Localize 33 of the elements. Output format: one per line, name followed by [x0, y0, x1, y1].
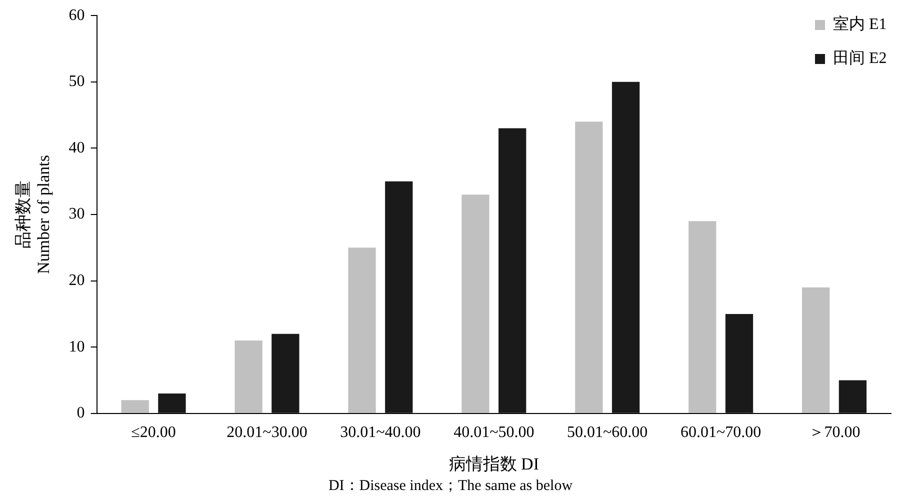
bar [348, 248, 376, 413]
x-tick-label: 40.01~50.00 [454, 424, 534, 442]
bar [121, 400, 149, 413]
y-tick-label: 10 [68, 338, 85, 356]
bar [725, 314, 754, 413]
y-tick-label: 50 [68, 73, 85, 90]
bar [385, 181, 413, 413]
x-axis-title: 病情指数 DI [448, 454, 540, 474]
bar [575, 122, 603, 413]
x-tick-label: 50.01~60.00 [567, 424, 648, 442]
y-tick-label: 40 [68, 139, 85, 156]
bar [158, 394, 186, 413]
bar [612, 82, 640, 413]
x-tick-label: 20.01~30.00 [226, 424, 308, 442]
legend-label: 田间 E2 [833, 48, 887, 69]
bar [462, 194, 490, 413]
y-tick-label: 20 [68, 272, 85, 290]
bar [498, 128, 526, 413]
bar [234, 340, 262, 413]
y-axis-title: 品种数量 Number of plants [14, 155, 54, 274]
x-tick-label: 30.01~40.00 [340, 424, 421, 442]
bar [838, 380, 867, 413]
bar [688, 221, 716, 413]
legend-label: 室内 E1 [833, 14, 887, 35]
bar [802, 287, 830, 413]
text: DI：Disease index；The same as below [328, 478, 573, 494]
x-tick-label: ＞70.00 [808, 424, 860, 442]
y-tick-label: 60 [68, 6, 85, 24]
y-tick-label: 30 [68, 206, 85, 223]
bar [272, 334, 300, 413]
y-tick-label: 0 [76, 404, 85, 422]
x-tick-label: 60.01~70.00 [680, 424, 762, 442]
x-tick-label: ≤20.00 [131, 424, 176, 442]
